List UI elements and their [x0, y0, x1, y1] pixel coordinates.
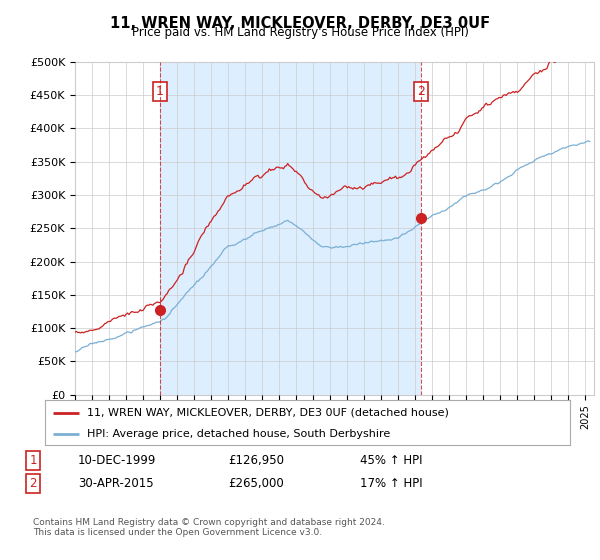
Text: 30-APR-2015: 30-APR-2015 [78, 477, 154, 490]
Text: 11, WREN WAY, MICKLEOVER, DERBY, DE3 0UF: 11, WREN WAY, MICKLEOVER, DERBY, DE3 0UF [110, 16, 490, 31]
Text: Price paid vs. HM Land Registry's House Price Index (HPI): Price paid vs. HM Land Registry's House … [131, 26, 469, 39]
Text: 11, WREN WAY, MICKLEOVER, DERBY, DE3 0UF (detached house): 11, WREN WAY, MICKLEOVER, DERBY, DE3 0UF… [87, 408, 449, 418]
Text: 10-DEC-1999: 10-DEC-1999 [78, 454, 157, 466]
Text: £126,950: £126,950 [228, 454, 284, 466]
Text: 1: 1 [29, 454, 37, 466]
Text: Contains HM Land Registry data © Crown copyright and database right 2024.
This d: Contains HM Land Registry data © Crown c… [33, 518, 385, 538]
Text: 45% ↑ HPI: 45% ↑ HPI [360, 454, 422, 466]
Text: 2: 2 [29, 477, 37, 490]
Bar [160, 62, 421, 395]
Text: 1: 1 [156, 85, 164, 98]
Text: 17% ↑ HPI: 17% ↑ HPI [360, 477, 422, 490]
Text: HPI: Average price, detached house, South Derbyshire: HPI: Average price, detached house, Sout… [87, 429, 390, 439]
Text: £265,000: £265,000 [228, 477, 284, 490]
Text: 2: 2 [417, 85, 425, 98]
